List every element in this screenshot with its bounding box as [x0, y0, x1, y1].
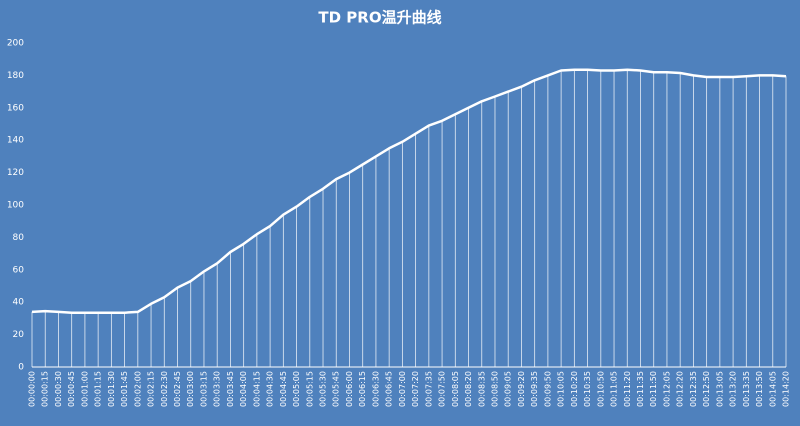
- y-tick-label: 60: [13, 265, 25, 275]
- x-tick-label: 00:08:05: [451, 371, 460, 407]
- x-tick-label: 00:07:20: [411, 371, 420, 407]
- y-tick-label: 180: [7, 71, 24, 81]
- x-tick-label: 00:07:35: [424, 371, 433, 407]
- x-tick-label: 00:14:20: [782, 371, 791, 407]
- x-tick-label: 00:10:20: [570, 371, 579, 407]
- x-tick-label: 00:06:45: [385, 371, 394, 407]
- x-tick-label: 00:01:15: [94, 371, 103, 407]
- y-tick-label: 120: [7, 168, 24, 178]
- x-tick-label: 00:00:30: [54, 371, 63, 407]
- x-tick-label: 00:09:20: [517, 371, 526, 407]
- x-tick-label: 00:08:50: [490, 371, 499, 407]
- chart-title: TD PRO温升曲线: [318, 9, 441, 27]
- x-tick-label: 00:07:50: [438, 371, 447, 407]
- x-tick-label: 00:10:50: [596, 371, 605, 407]
- x-tick-label: 00:08:20: [464, 371, 473, 407]
- x-tick-label: 00:02:30: [160, 371, 169, 407]
- x-tick-label: 00:12:05: [662, 371, 671, 407]
- x-tick-label: 00:11:50: [649, 371, 658, 407]
- x-tick-label: 00:03:00: [186, 371, 195, 407]
- x-tick-label: 00:11:05: [610, 371, 619, 407]
- x-tick-label: 00:05:30: [319, 371, 328, 407]
- x-tick-label: 00:04:45: [279, 371, 288, 407]
- line: [31, 68, 787, 314]
- x-tick-label: 00:04:00: [239, 371, 248, 407]
- y-tick-label: 0: [18, 363, 24, 373]
- x-tick-label: 00:12:50: [702, 371, 711, 407]
- x-tick-label: 00:02:00: [133, 371, 142, 407]
- x-tick-label: 00:01:00: [80, 371, 89, 407]
- y-tick-label: 40: [13, 298, 25, 308]
- x-tick-label: 00:02:15: [147, 371, 156, 407]
- y-tick-label: 140: [7, 136, 24, 146]
- x-tick-label: 00:13:35: [742, 371, 751, 407]
- y-tick-label: 20: [13, 330, 25, 340]
- x-tick-label: 00:05:45: [332, 371, 341, 407]
- x-tick-label: 00:03:15: [199, 371, 208, 407]
- x-tick-label: 00:11:35: [636, 371, 645, 407]
- x-tick-label: 00:11:20: [623, 371, 632, 407]
- x-tick-label: 00:05:00: [292, 371, 301, 407]
- x-tick-label: 00:09:35: [530, 371, 539, 407]
- x-tick-label: 00:06:15: [358, 371, 367, 407]
- y-tick-label: 200: [7, 39, 24, 49]
- x-tick-label: 00:12:35: [689, 371, 698, 407]
- x-tick-label: 00:01:30: [107, 371, 116, 407]
- x-tick-label: 00:13:20: [729, 371, 738, 407]
- x-tick-label: 00:14:05: [768, 371, 777, 407]
- y-tick-label: 160: [7, 103, 24, 113]
- x-tick-label: 00:00:15: [41, 371, 50, 407]
- x-tick-label: 00:13:50: [755, 371, 764, 407]
- x-tick-label: 00:05:15: [305, 371, 314, 407]
- x-tick-label: 00:09:05: [504, 371, 513, 407]
- x-tick-label: 00:03:45: [226, 371, 235, 407]
- y-tick-label: 80: [13, 233, 25, 243]
- x-tick-label: 00:01:45: [120, 371, 129, 407]
- x-tick-label: 00:06:00: [345, 371, 354, 407]
- x-tick-label: 00:07:00: [398, 371, 407, 407]
- x-tick-label: 00:12:20: [676, 371, 685, 407]
- x-tick-label: 00:04:30: [266, 371, 275, 407]
- x-tick-label: 00:10:35: [583, 371, 592, 407]
- x-tick-label: 00:09:50: [543, 371, 552, 407]
- x-tick-label: 00:00:00: [28, 371, 37, 407]
- x-tick-label: 00:06:30: [371, 371, 380, 407]
- y-tick-label: 100: [7, 201, 24, 211]
- x-tick-label: 00:00:45: [67, 371, 76, 407]
- x-tick-label: 00:08:35: [477, 371, 486, 407]
- x-tick-label: 00:04:15: [252, 371, 261, 407]
- x-tick-label: 00:10:05: [557, 371, 566, 407]
- x-tick-label: 00:03:30: [213, 371, 222, 407]
- x-tick-label: 00:02:45: [173, 371, 182, 407]
- x-tick-label: 00:13:05: [715, 371, 724, 407]
